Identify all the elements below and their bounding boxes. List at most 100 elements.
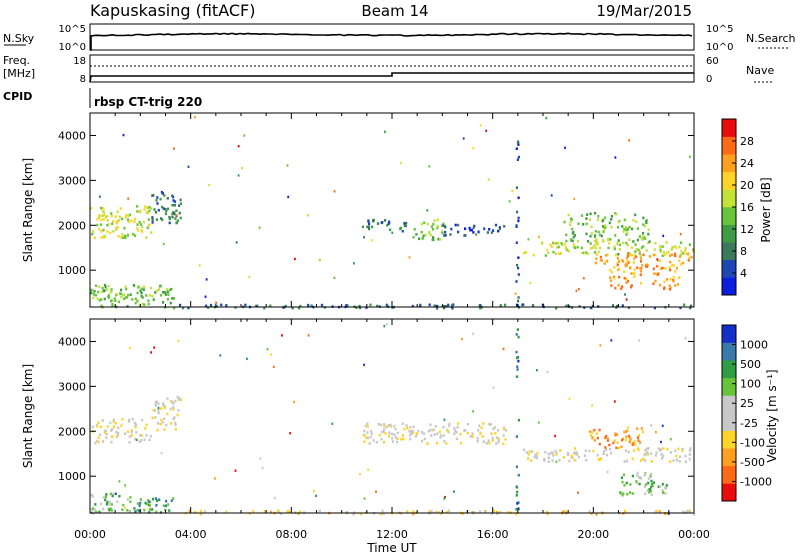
velocity-echo-cell	[492, 427, 495, 431]
velocity-echo-cell	[109, 507, 112, 510]
velocity-echo-cell	[144, 501, 147, 505]
velocity-echo-cell	[139, 501, 142, 505]
power-echo-cell	[173, 147, 175, 150]
velocity-echo-cell	[406, 426, 409, 430]
velocity-echo-cell	[124, 432, 127, 435]
power-echo-cell	[515, 186, 518, 189]
power-echo-cell	[532, 304, 535, 307]
power-echo-cell	[659, 267, 662, 271]
power-colorbar-segment	[722, 277, 736, 296]
power-echo-cell	[529, 281, 532, 285]
velocity-echo-cell	[414, 435, 417, 438]
velocity-echo-cell	[516, 356, 519, 360]
power-echo-cell	[436, 226, 439, 230]
power-echo-cell	[127, 214, 130, 218]
power-echo-cell	[663, 280, 666, 284]
power-echo-cell	[670, 253, 673, 257]
velocity-echo-cell	[492, 386, 495, 389]
power-echo-cell	[616, 304, 619, 308]
power-echo-cell	[442, 304, 445, 308]
power-echo-cell	[666, 251, 669, 255]
power-echo-cell	[128, 213, 132, 217]
power-echo-cell	[151, 221, 154, 224]
velocity-echo-cell	[110, 429, 113, 432]
power-echo-cell	[498, 227, 501, 231]
velocity-echo-cell	[104, 495, 107, 499]
velocity-colorbar-segment	[722, 360, 736, 379]
velocity-echo-cell	[167, 503, 170, 506]
power-echo-cell	[432, 223, 435, 226]
power-echo-cell	[445, 305, 448, 308]
velocity-echo-cell	[266, 348, 269, 351]
power-echo-cell	[381, 221, 384, 224]
velocity-echo-cell	[562, 510, 565, 513]
power-echo-cell	[525, 251, 528, 254]
time-tick-label: 16:00	[477, 528, 509, 541]
power-echo-cell	[133, 220, 136, 224]
nsky-strip-frame	[89, 23, 695, 51]
velocity-echo-cell	[647, 490, 651, 494]
power-echo-cell	[604, 224, 607, 227]
velocity-echo-cell	[631, 457, 634, 460]
velocity-echo-cell	[105, 436, 108, 439]
velocity-echo-cell	[177, 339, 180, 343]
power-echo-cell	[436, 218, 439, 222]
velocity-echo-cell	[427, 429, 430, 433]
power-echo-cell	[634, 213, 637, 217]
velocity-echo-cell	[444, 495, 446, 499]
velocity-colorbar-tick-label: 1000	[740, 339, 768, 352]
velocity-echo-cell	[606, 470, 609, 474]
power-echo-cell	[158, 285, 161, 288]
velocity-echo-cell	[163, 404, 166, 408]
velocity-echo-cell	[101, 419, 104, 422]
velocity-echo-cell	[263, 509, 266, 513]
power-echo-cell	[609, 279, 612, 282]
power-colorbar-tick-label: 16	[740, 201, 754, 214]
power-echo-cell	[115, 293, 118, 296]
power-echo-cell	[146, 226, 149, 230]
power-echo-cell	[145, 294, 148, 297]
power-echo-cell	[549, 243, 552, 247]
power-echo-cell	[479, 306, 482, 310]
velocity-echo-cell	[472, 332, 475, 335]
power-echo-cell	[517, 219, 520, 223]
velocity-echo-cell	[136, 502, 139, 505]
velocity-echo-cell	[660, 440, 662, 444]
velocity-echo-cell	[466, 423, 470, 426]
power-echo-cell	[677, 276, 680, 279]
power-echo-cell	[578, 305, 581, 308]
power-echo-cell	[682, 251, 685, 255]
velocity-colorbar-tick-label: -100	[740, 436, 765, 449]
velocity-echo-cell	[681, 447, 684, 451]
velocity-echo-cell	[246, 319, 248, 322]
power-echo-cell	[358, 304, 361, 308]
velocity-echo-cell	[655, 451, 658, 455]
velocity-echo-cell	[396, 431, 399, 435]
velocity-echo-cell	[172, 497, 175, 500]
power-echo-cell	[151, 294, 154, 298]
power-echo-cell	[596, 243, 599, 246]
power-echo-cell	[596, 218, 600, 221]
velocity-echo-cell	[127, 420, 130, 423]
power-echo-cell	[401, 229, 404, 233]
power-colorbar-tick-label: 12	[740, 223, 754, 236]
power-echo-cell	[630, 253, 633, 257]
velocity-echo-cell	[504, 428, 508, 432]
power-echo-cell	[680, 249, 683, 253]
power-echo-cell	[96, 217, 99, 221]
power-echo-cell	[104, 286, 107, 289]
velocity-echo-cell	[409, 430, 412, 434]
velocity-echo-cell	[517, 335, 520, 339]
power-echo-cell	[642, 223, 645, 226]
power-echo-cell	[179, 303, 182, 307]
velocity-echo-cell	[126, 498, 129, 501]
velocity-echo-cell	[141, 418, 144, 422]
velocity-echo-cell	[661, 482, 664, 486]
velocity-echo-cell	[391, 437, 394, 440]
velocity-echo-cell	[380, 437, 383, 441]
velocity-echo-cell	[637, 434, 640, 437]
power-echo-cell	[258, 226, 261, 229]
power-echo-cell	[602, 225, 605, 228]
velocity-echo-cell	[289, 432, 292, 435]
power-echo-cell	[435, 307, 439, 310]
